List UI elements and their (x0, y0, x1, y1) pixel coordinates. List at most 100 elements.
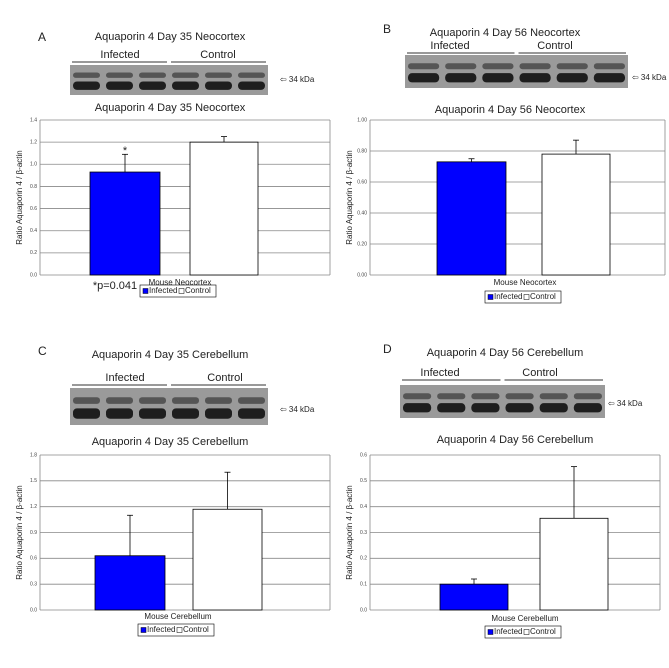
blot-group-label: Infected (420, 367, 459, 379)
blot-band (238, 408, 265, 419)
blot-band (408, 73, 440, 83)
blot-band (437, 403, 466, 413)
y-tick-label: 0.8 (30, 184, 37, 190)
blot-marker: ⇦ 34 kDa (632, 73, 667, 82)
blot-band (106, 72, 133, 78)
legend-label: Infected (147, 625, 175, 634)
panel-letter: B (383, 22, 391, 36)
y-tick-label: 1.00 (357, 117, 367, 123)
blot-band (106, 408, 133, 419)
y-tick-label: 0.80 (357, 148, 367, 154)
blot-band (519, 73, 551, 83)
y-tick-label: 0.00 (357, 272, 367, 278)
blot-band (573, 403, 602, 413)
blot-band (437, 393, 466, 400)
blot-band (471, 393, 500, 400)
blot-band (106, 397, 133, 404)
blot-band (593, 73, 625, 83)
blot-band (73, 408, 100, 419)
y-tick-label: 0.9 (30, 530, 37, 536)
x-axis-label: Mouse Cerebellum (491, 614, 558, 623)
blot-band (408, 63, 440, 70)
y-tick-label: 0.6 (30, 206, 37, 212)
blot-band (539, 393, 568, 400)
legend-label: Infected (494, 292, 522, 301)
bar (541, 153, 611, 276)
legend-box (484, 290, 562, 304)
blot-title: Aquaporin 4 Day 56 Neocortex (430, 27, 581, 39)
blot-band (73, 81, 100, 90)
y-tick-label: 0.0 (360, 607, 367, 613)
y-axis-label: Ratio Aquaporin 4 / β-actin (345, 485, 354, 579)
legend-swatch (176, 627, 183, 633)
chart-title: Aquaporin 4 Day 56 Cerebellum (437, 434, 594, 446)
blot-band (172, 397, 199, 404)
blot-band (482, 73, 514, 83)
y-tick-label: 1.4 (30, 117, 37, 123)
blot-band (403, 393, 432, 400)
blot-background (70, 388, 268, 425)
legend-label: Control (530, 292, 556, 301)
blot-band (139, 397, 166, 404)
y-tick-label: 0.6 (30, 556, 37, 562)
blot-band (205, 81, 232, 90)
blot-group-label: Control (537, 40, 572, 52)
bar (436, 161, 507, 276)
blot-band (205, 397, 232, 404)
y-axis-label: Ratio Aquaporin 4 / β-actin (15, 485, 24, 579)
x-axis-label: Mouse Cerebellum (144, 612, 211, 621)
legend-label: Control (185, 286, 211, 295)
blot-band (172, 81, 199, 90)
blot-background (405, 55, 628, 88)
chart-title: Aquaporin 4 Day 35 Cerebellum (92, 436, 249, 448)
y-tick-label: 0.4 (30, 228, 37, 234)
y-tick-label: 0.2 (360, 556, 367, 562)
legend-box (137, 623, 215, 637)
bar (94, 555, 166, 611)
blot-background (70, 65, 268, 95)
blot-group-label: Control (207, 372, 242, 384)
legend-label: Control (530, 627, 556, 636)
panel-letter: D (383, 342, 392, 356)
blot-band (505, 393, 534, 400)
blot-band (139, 72, 166, 78)
blot-band (205, 408, 232, 419)
blot-band (238, 72, 265, 78)
blot-band (172, 72, 199, 78)
y-tick-label: 1.2 (30, 139, 37, 145)
blot-group-label: Control (200, 49, 235, 61)
blot-band (238, 81, 265, 90)
y-tick-label: 0.0 (30, 272, 37, 278)
y-tick-label: 0.4 (360, 504, 367, 510)
y-tick-label: 0.20 (357, 241, 367, 247)
legend-swatch (487, 294, 494, 300)
blot-band (139, 81, 166, 90)
y-tick-label: 0.2 (30, 250, 37, 256)
y-tick-label: 0.3 (30, 581, 37, 587)
legend-label: Infected (149, 286, 177, 295)
blot-group-label: Infected (105, 372, 144, 384)
annotation: * (123, 145, 128, 157)
blot-group-label: Control (522, 367, 557, 379)
blot-band (172, 408, 199, 419)
blot-band (73, 72, 100, 78)
blot-band (471, 403, 500, 413)
blot-background (400, 385, 605, 418)
blot-group-label: Infected (100, 49, 139, 61)
panel-letter: A (38, 30, 46, 44)
x-axis-label: Mouse Neocortex (149, 278, 212, 287)
blot-band (556, 63, 588, 70)
blot-marker: ⇦ 34 kDa (280, 75, 315, 84)
y-tick-label: 0.5 (360, 478, 367, 484)
blot-band (445, 63, 477, 70)
x-axis-label: Mouse Neocortex (494, 278, 557, 287)
legend-swatch (140, 627, 147, 633)
y-tick-label: 0.40 (357, 210, 367, 216)
blot-band (445, 73, 477, 83)
blot-band (139, 408, 166, 419)
y-axis-label: Ratio Aquaporin 4 / β-actin (15, 150, 24, 244)
y-tick-label: 0.1 (360, 581, 367, 587)
blot-band (539, 403, 568, 413)
blot-band (573, 393, 602, 400)
